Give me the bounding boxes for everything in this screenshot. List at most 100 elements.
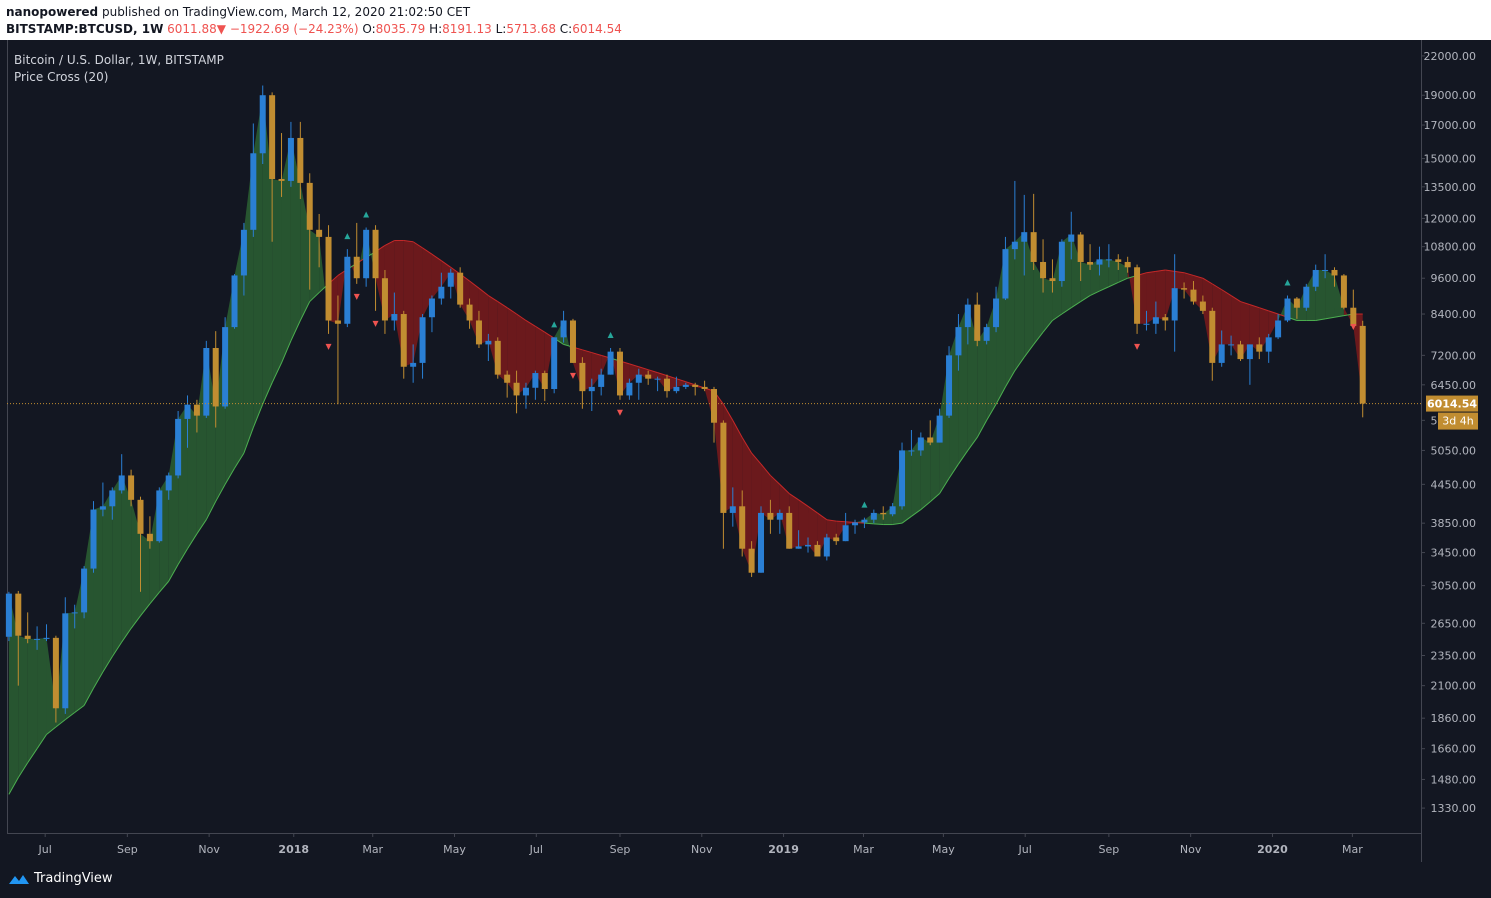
candle-body [983, 327, 990, 341]
candle-body [259, 95, 266, 154]
y-tick-label: 22000.00 [1424, 50, 1477, 63]
candle-body [701, 386, 708, 390]
ma-line [1315, 318, 1326, 321]
ma-line [666, 375, 677, 380]
cross-band [112, 475, 122, 657]
ma-line [629, 363, 639, 368]
ma-line [582, 349, 592, 354]
header: nanopowered published on TradingView.com… [0, 0, 1491, 40]
ma-line [299, 301, 311, 321]
logo [9, 874, 29, 884]
candle-body [607, 351, 614, 375]
ma-line [55, 719, 66, 728]
candle-body [645, 374, 652, 379]
signal-down [1134, 343, 1141, 350]
candle-body [1115, 259, 1122, 262]
cross-band [300, 182, 310, 321]
candle-body [946, 355, 953, 416]
ma-line [27, 748, 38, 764]
y-tick-label: 7200.00 [1431, 349, 1477, 362]
y-tick-label: 17000.00 [1424, 119, 1477, 132]
candle-body [1265, 337, 1272, 352]
candle-body [99, 506, 106, 510]
candle-body [1105, 259, 1112, 261]
ma-line [168, 564, 179, 582]
candle-body [729, 506, 736, 513]
candle-body [287, 137, 294, 181]
y-tick-label: 1480.00 [1431, 773, 1477, 786]
candle-body [1190, 289, 1197, 302]
ma-line [685, 381, 696, 386]
ma-line [516, 313, 527, 321]
signal-down [1350, 324, 1357, 331]
price-badge [1426, 395, 1478, 412]
footer[interactable]: TradingView [8, 871, 113, 886]
cross-band [1033, 261, 1044, 345]
signal-up [861, 501, 868, 508]
y-tick-label: 19000.00 [1424, 89, 1477, 102]
x-tick-label: Sep [610, 843, 631, 856]
candle-body [852, 522, 859, 526]
y-tick-label: 9600.00 [1431, 272, 1477, 285]
candle-body [344, 256, 351, 324]
cross-band [826, 519, 837, 542]
ma-line [290, 320, 301, 342]
cross-band [751, 453, 762, 573]
candle-body [52, 637, 59, 709]
ma-line [17, 762, 29, 778]
candle-body [654, 378, 661, 380]
ma-line [187, 533, 198, 549]
ma-line [535, 325, 546, 333]
cross-band [413, 241, 423, 363]
ma-line [995, 386, 1006, 405]
author: nanopowered [6, 5, 99, 19]
candle-body [823, 537, 830, 557]
candle-body [1077, 234, 1084, 262]
legend-indicator: Price Cross (20) [14, 70, 108, 84]
candle-body [372, 229, 379, 279]
ma-line [958, 450, 969, 465]
ma-line [1165, 269, 1175, 272]
cross-band [1014, 232, 1025, 371]
close-label: C: [559, 22, 573, 36]
candle-body [485, 340, 492, 345]
signal-down [372, 320, 379, 327]
cross-band [1325, 269, 1335, 319]
cross-band [18, 635, 28, 778]
cross-band [1231, 295, 1241, 360]
candle-body [795, 546, 802, 549]
ma-line [83, 687, 94, 706]
cross-band [1155, 269, 1166, 321]
y-tick-label: 2650.00 [1431, 617, 1477, 630]
ma-line [676, 378, 686, 383]
candle-body [222, 327, 229, 407]
ma-line [544, 331, 555, 339]
cross-band [525, 320, 536, 388]
ma-line [403, 240, 414, 243]
candle-body [936, 415, 943, 443]
published: published on TradingView.com, March 12, … [101, 5, 471, 19]
candle-body [1162, 317, 1169, 321]
candle-body [1312, 269, 1319, 287]
brand: TradingView [34, 871, 113, 886]
ma-line [121, 628, 132, 643]
y-tick-label: 10800.00 [1424, 241, 1477, 254]
candle-body [269, 95, 276, 180]
candle-body [833, 537, 840, 542]
candle-body [805, 544, 812, 547]
cross-band [591, 352, 602, 387]
candle-body [842, 525, 849, 542]
ma-line [648, 369, 658, 374]
cross-band [1108, 259, 1119, 287]
candle-body [381, 278, 388, 321]
candle-body [81, 568, 88, 613]
candle-body [494, 340, 501, 375]
candle-body [1171, 288, 1178, 321]
ma-line [412, 241, 423, 249]
x-tick-label: Mar [853, 843, 874, 856]
ma-line [158, 580, 170, 593]
x-tick-label: Jul [529, 843, 543, 856]
ma-line [1193, 274, 1204, 279]
candle-body [410, 362, 417, 367]
ma-line [130, 615, 141, 629]
